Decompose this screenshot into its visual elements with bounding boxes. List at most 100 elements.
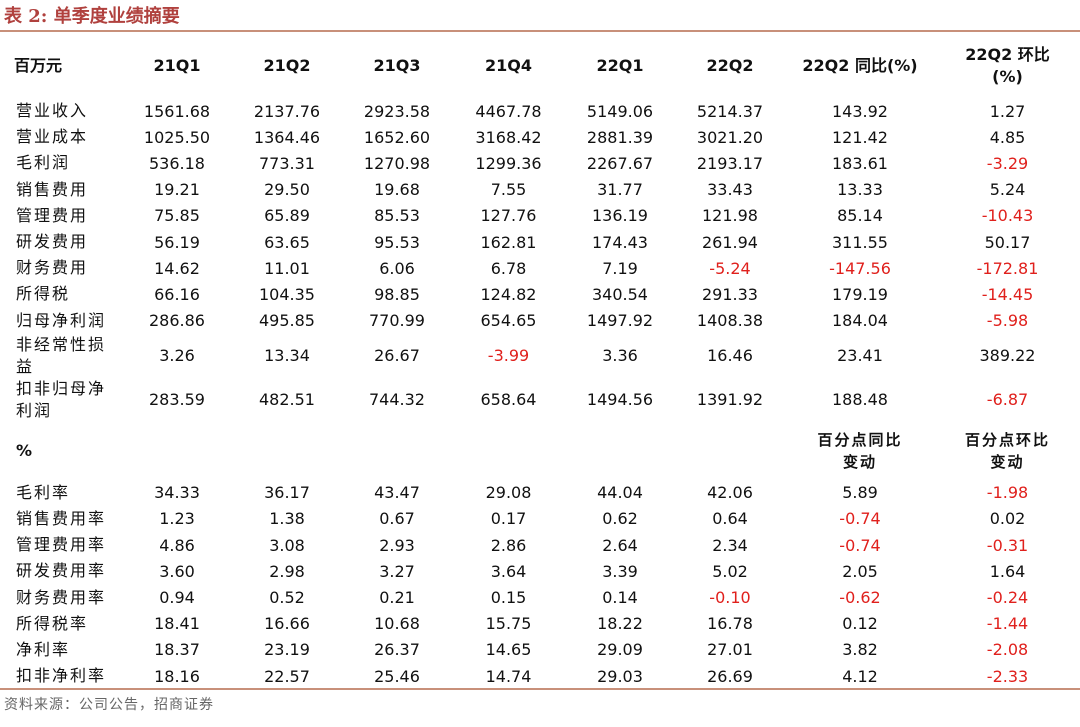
- row-label: 营业收入: [16, 101, 89, 121]
- table-cell: 311.55: [832, 232, 888, 252]
- table-cell: 31.77: [597, 180, 643, 200]
- table-cell: 42.06: [707, 483, 753, 503]
- table-cell: 27.01: [707, 640, 753, 660]
- header-22q1: 22Q1: [596, 56, 644, 75]
- table-cell: -2.33: [986, 666, 1029, 686]
- row-label: 销售费用率: [16, 508, 107, 528]
- table-cell: 18.16: [154, 666, 200, 686]
- header-row: 百万元 21Q1 21Q2 21Q3 21Q4 22Q1 22Q2 22Q2 同…: [0, 34, 1080, 98]
- header-qoq: 22Q2 环比(%): [965, 45, 1050, 86]
- row-label: 财务费用率: [16, 587, 107, 607]
- table-cell: 5.24: [989, 180, 1026, 200]
- table-cell: 14.65: [485, 640, 532, 660]
- table-cell: 536.18: [149, 153, 205, 173]
- table-row: 销售费用 19.21 29.50 19.68 7.55 31.77 33.43 13.33 5.…: [0, 177, 1080, 203]
- header-22q2: 22Q2: [706, 56, 754, 75]
- table-cell: -6.87: [986, 390, 1029, 410]
- table-cell: 23.41: [837, 346, 883, 366]
- table-cell: 29.09: [597, 640, 643, 660]
- table-cell: 482.51: [259, 390, 315, 410]
- row-label: 所得税率: [16, 613, 89, 633]
- table-cell: 121.98: [702, 206, 758, 226]
- table-row: 财务费用率 0.94 0.52 0.21 0.15 0.14 -0.10 -0.62 -0.24: [0, 584, 1080, 610]
- table-cell: 50.17: [984, 232, 1031, 252]
- table-cell: 65.89: [264, 206, 310, 226]
- table-cell: -2.08: [986, 640, 1029, 660]
- table-cell: 5.02: [712, 561, 748, 581]
- table-row: 扣非净利率 18.16 22.57 25.46 14.74 29.03 26.69 4.12 -…: [0, 663, 1080, 689]
- table-cell: 0.52: [269, 588, 305, 608]
- table-cell: 33.43: [707, 180, 753, 200]
- table-row: 营业收入 1561.68 2137.76 2923.58 4467.78 5149.06 5…: [0, 98, 1080, 124]
- ratio-unit-label: %: [16, 440, 33, 460]
- table-cell: 2267.67: [586, 153, 654, 173]
- row-label: 毛利润: [16, 153, 71, 173]
- table-cell: 1.38: [269, 509, 305, 529]
- table-row: 销售费用率 1.23 1.38 0.67 0.17 0.62 0.64 -0.74 0.02: [0, 506, 1080, 532]
- row-label: 归母净利润: [16, 310, 107, 330]
- table-cell: 16.46: [707, 346, 753, 366]
- table-row: 归母净利润 286.86 495.85 770.99 654.65 1497.92 1408…: [0, 308, 1080, 334]
- table-row: 研发费用 56.19 63.65 95.53 162.81 174.43 261.94 311…: [0, 229, 1080, 255]
- table-cell: 3.82: [842, 640, 878, 660]
- table-cell: 0.67: [379, 509, 415, 529]
- table-cell: 18.37: [154, 640, 200, 660]
- table-cell: -1.98: [986, 483, 1029, 503]
- table-cell: 26.69: [707, 666, 753, 686]
- table-cell: 3.27: [379, 561, 415, 581]
- table-cell: -5.98: [986, 311, 1029, 331]
- row-label: 财务费用: [16, 258, 89, 278]
- table-cell: 0.15: [490, 588, 527, 608]
- table-cell: 0.17: [490, 509, 527, 529]
- table-cell: 98.85: [374, 284, 420, 304]
- table-cell: 5.89: [842, 483, 878, 503]
- table-cell: 29.08: [485, 483, 532, 503]
- table-cell: 3.36: [602, 346, 638, 366]
- table-cell: 18.41: [154, 614, 200, 634]
- table-cell: 4467.78: [475, 101, 542, 121]
- table-cell: 3.26: [159, 346, 195, 366]
- table-cell: 291.33: [702, 284, 758, 304]
- table-cell: 1652.60: [363, 127, 431, 147]
- table-cell: -10.43: [981, 206, 1034, 226]
- table-cell: 23.19: [264, 640, 310, 660]
- table-cell: 2881.39: [586, 127, 654, 147]
- table-cell: 25.46: [374, 666, 420, 686]
- table-cell: 5214.37: [696, 101, 764, 121]
- table-cell: 29.50: [264, 180, 310, 200]
- table-cell: 85.14: [837, 206, 883, 226]
- table-cell: 1299.36: [475, 153, 542, 173]
- table-cell: 1.27: [989, 101, 1026, 121]
- header-21q4: 21Q4: [485, 56, 532, 75]
- table-cell: -172.81: [976, 258, 1039, 278]
- table-cell: 29.03: [597, 666, 643, 686]
- table-cell: 36.17: [264, 483, 310, 503]
- table-cell: 184.04: [832, 311, 888, 331]
- header-yoy-change: 百分点同比变动: [817, 430, 903, 471]
- row-label: 非经常性损益: [16, 334, 107, 376]
- table-cell: 4.12: [842, 666, 878, 686]
- table-cell: 179.19: [832, 284, 888, 304]
- table-cell: 3.64: [490, 561, 527, 581]
- table-row: 管理费用 75.85 65.89 85.53 127.76 136.19 121.98 85.…: [0, 203, 1080, 229]
- table-cell: 2923.58: [363, 101, 431, 121]
- table-cell: 104.35: [259, 284, 315, 304]
- section-ratio: 毛利率 34.33 36.17 43.47 29.08 44.04 42.06 5.89 -1.…: [0, 480, 1080, 690]
- table-cell: 22.57: [264, 666, 310, 686]
- table-cell: -3.99: [487, 346, 530, 366]
- row-label: 毛利率: [16, 482, 71, 502]
- header-qoq-change: 百分点环比变动: [964, 430, 1050, 471]
- header-yoy: 22Q2 同比(%): [802, 56, 918, 75]
- table-cell: 14.62: [154, 258, 200, 278]
- table-cell: 1408.38: [696, 311, 764, 331]
- table-row: 毛利润 536.18 773.31 1270.98 1299.36 2267.67 2193…: [0, 150, 1080, 176]
- row-label: 扣非净利率: [16, 666, 107, 686]
- table-cell: 19.68: [374, 180, 420, 200]
- source-note: 资料来源：公司公告，招商证券: [4, 697, 214, 713]
- table-cell: 11.01: [264, 258, 310, 278]
- table-row: 所得税 66.16 104.35 98.85 124.82 340.54 291.33 179…: [0, 281, 1080, 307]
- table-cell: 26.67: [374, 346, 420, 366]
- header-21q1: 21Q1: [153, 56, 201, 75]
- table-cell: 143.92: [832, 101, 888, 121]
- table-row: 毛利率 34.33 36.17 43.47 29.08 44.04 42.06 5.89 -1.…: [0, 480, 1080, 506]
